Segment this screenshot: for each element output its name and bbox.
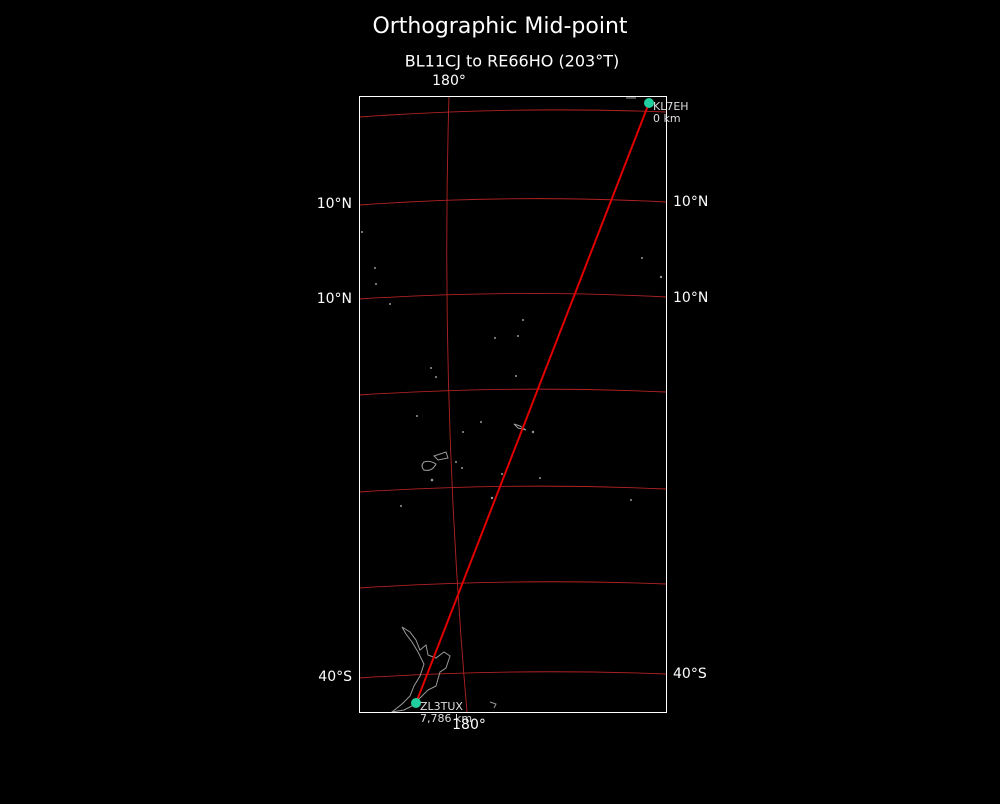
island: [501, 473, 503, 475]
station-marker: [644, 98, 654, 108]
parallel-label: 10°N: [673, 290, 708, 306]
station-distance: 0 km: [653, 112, 681, 125]
subtitle: BL11CJ to RE66HO (203°T): [405, 52, 619, 71]
island: [659, 275, 663, 279]
parallel-label: 10°N: [673, 194, 708, 210]
island: [489, 701, 497, 709]
island: [430, 478, 434, 482]
island: [531, 430, 535, 434]
island: [389, 303, 391, 305]
island: [400, 505, 402, 507]
parallel: [358, 109, 667, 118]
island: [539, 477, 541, 479]
island: [490, 496, 494, 500]
meridian: [446, 95, 468, 713]
title: Orthographic Mid-point: [372, 14, 627, 39]
island: [374, 267, 376, 269]
island: [641, 257, 643, 259]
island: [462, 431, 464, 433]
map-frame: [359, 96, 667, 713]
parallel: [358, 198, 667, 206]
island: [517, 335, 519, 337]
meridian-label: 180°: [432, 73, 466, 89]
island: [416, 415, 418, 417]
station-marker: [411, 698, 421, 708]
island: [494, 337, 496, 339]
island: [455, 461, 457, 463]
parallel-label: 10°N: [317, 291, 352, 307]
island: [430, 367, 432, 369]
station-call: ZL3TUX: [420, 700, 463, 713]
great-circle-path: [415, 102, 650, 704]
island: [375, 283, 377, 285]
station-distance: 7,786 km: [420, 712, 472, 725]
island: [513, 423, 527, 431]
station-call: KL7EH: [653, 100, 689, 113]
parallel: [358, 388, 667, 396]
island: [421, 460, 437, 471]
island: [361, 231, 363, 233]
island: [435, 376, 437, 378]
island: [630, 499, 632, 501]
parallel-label: 40°S: [318, 669, 352, 685]
island: [522, 319, 524, 321]
parallel: [358, 485, 667, 493]
new-zealand: [390, 626, 451, 713]
graticule: [358, 95, 667, 713]
parallel: [358, 292, 667, 300]
island: [515, 375, 517, 377]
island: [461, 467, 463, 469]
coastlines: [361, 97, 663, 713]
island: [480, 421, 482, 423]
parallel: [358, 671, 667, 679]
parallel: [358, 581, 667, 589]
meridian-label: 180°: [452, 717, 486, 733]
parallel-label: 40°S: [673, 666, 707, 682]
island: [433, 451, 449, 461]
parallel-label: 10°N: [317, 196, 352, 212]
